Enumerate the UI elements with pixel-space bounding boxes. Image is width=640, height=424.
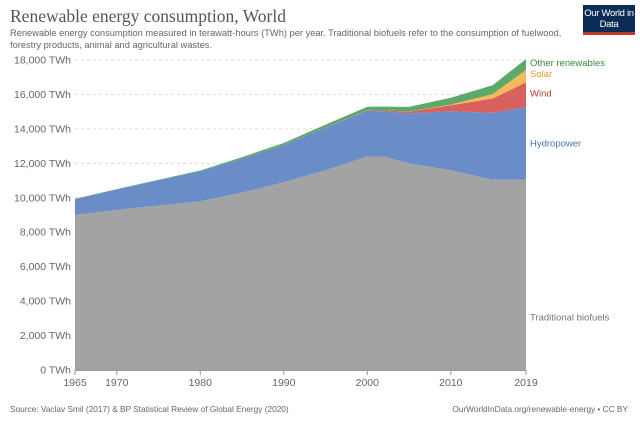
y-tick-label: 0 TWh [40, 365, 71, 377]
series-label: Traditional biofuels [530, 313, 610, 324]
x-tick-label: 2010 [439, 377, 463, 389]
y-tick-label: 10,000 TWh [14, 192, 71, 204]
y-tick-label: 16,000 TWh [14, 89, 71, 101]
owid-logo[interactable]: Our World in Data [583, 5, 635, 35]
x-tick-label: 2019 [514, 377, 538, 389]
x-tick-label: 2000 [356, 377, 380, 389]
series-label: Hydropower [530, 138, 581, 149]
x-tick-label: 1965 [63, 377, 87, 389]
series-label: Other renewables [530, 58, 605, 69]
y-tick-label: 14,000 TWh [14, 123, 71, 135]
y-tick-label: 4,000 TWh [20, 296, 71, 308]
area-wind [75, 82, 526, 200]
y-tick-label: 6,000 TWh [20, 261, 71, 273]
x-tick-label: 1970 [105, 377, 129, 389]
area-hydropower [75, 107, 526, 215]
chart-subtitle: Renewable energy consumption measured in… [10, 28, 562, 50]
y-tick-label: 12,000 TWh [14, 158, 71, 170]
chart-title: Renewable energy consumption, World [10, 6, 286, 26]
source-note: Source: Vaclav Smil (2017) & BP Statisti… [10, 404, 289, 414]
area-traditional-biofuels [75, 156, 526, 370]
series-label: Solar [530, 69, 552, 80]
y-tick-label: 18,000 TWh [14, 55, 71, 67]
x-tick-label: 1980 [189, 377, 213, 389]
series-label: Wind [530, 89, 552, 100]
y-tick-label: 2,000 TWh [20, 330, 71, 342]
credit-link[interactable]: OurWorldInData.org/renewable-energy • CC… [452, 404, 628, 414]
x-tick-label: 1990 [272, 377, 296, 389]
y-tick-label: 8,000 TWh [20, 227, 71, 239]
